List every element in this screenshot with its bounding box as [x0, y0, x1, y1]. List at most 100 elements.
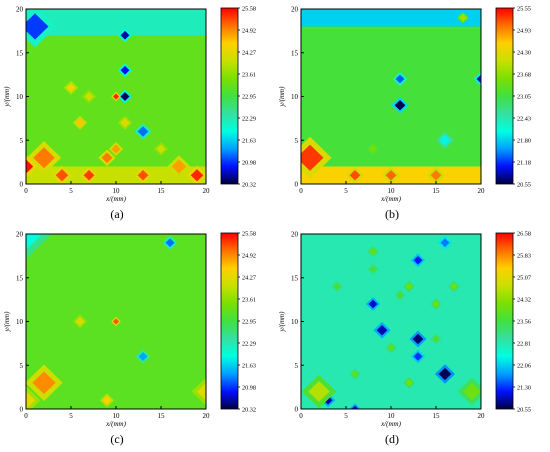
- heatmap-spot: [432, 335, 440, 343]
- colorbar-tick-label: 21.63: [242, 362, 256, 369]
- x-tick-label: 20: [478, 412, 486, 420]
- colorbar-tick-label: 25.58: [242, 230, 256, 237]
- heatmap-spot: [120, 30, 130, 40]
- colorbar-tick-label: 25.07: [517, 274, 531, 281]
- colorbar-tick-label: 25.83: [517, 252, 531, 259]
- x-tick-label: 15: [158, 187, 166, 195]
- colorbar-tick-label: 24.27: [242, 274, 256, 281]
- panel-label: (b): [385, 207, 399, 221]
- colorbar-tick-label: 22.06: [517, 362, 531, 369]
- x-tick-label: 20: [203, 187, 211, 195]
- heatmap-spot: [111, 144, 121, 154]
- colorbar: [495, 232, 514, 410]
- heatmap-spot: [75, 118, 85, 128]
- y-tick-label: 10: [291, 93, 299, 101]
- colorbar-tick-label: 22.43: [517, 115, 531, 122]
- x-tick-label: 20: [203, 412, 211, 420]
- colorbar-tick-label: 24.93: [517, 27, 531, 34]
- heatmap-field: [26, 234, 206, 409]
- heatmap-spot: [55, 169, 69, 182]
- heatmap-spot: [333, 283, 341, 290]
- colorbar-tick-label: 20.32: [242, 181, 256, 188]
- heatmap-spot: [369, 248, 377, 255]
- y-tick-label: 5: [295, 362, 299, 370]
- heatmap-spot: [113, 93, 119, 100]
- heatmap-band: [301, 9, 481, 27]
- colorbar-tick-label: 25.58: [242, 5, 256, 12]
- y-axis-label: y/(mm): [3, 311, 11, 332]
- y-tick-label: 20: [16, 6, 24, 14]
- heatmap-spot: [450, 283, 458, 290]
- x-tick-label: 10: [113, 412, 121, 420]
- x-tick-label: 10: [388, 187, 396, 195]
- heatmap-spot: [137, 170, 149, 181]
- heatmap-field: [26, 9, 206, 184]
- heatmap-spot: [156, 144, 166, 154]
- colorbar-tick-label: 22.81: [517, 340, 531, 347]
- heatmap-spot: [26, 13, 49, 40]
- heatmap-spot: [102, 395, 112, 405]
- colorbar-tick-label: 23.68: [517, 71, 531, 78]
- colorbar-tick-label: 21.30: [517, 384, 531, 391]
- colorbar-tick-label: 20.55: [517, 181, 531, 188]
- heatmap-field: [301, 9, 481, 184]
- heatmap-spot: [476, 74, 481, 84]
- heatmap-spot: [33, 147, 55, 169]
- heatmap-spot: [368, 299, 378, 309]
- heatmap-background: [301, 9, 481, 184]
- colorbar-tick-label: 22.95: [242, 93, 256, 100]
- heatmap-spot: [171, 159, 187, 174]
- chart-panel-1: 0 5 10 15 20 0 5 10 15 20 x/(mm) y/(mm) (a) 25.58 24.9…: [3, 5, 256, 221]
- colorbar-tick-label: 24.27: [242, 49, 256, 56]
- colorbar-tick-label: 24.30: [517, 49, 531, 56]
- heatmap-spot: [413, 255, 423, 265]
- heatmap-spot: [26, 391, 35, 409]
- heatmap-spot: [405, 379, 413, 387]
- y-tick-label: 0: [20, 406, 24, 414]
- x-tick-label: 5: [344, 187, 348, 195]
- x-tick-label: 5: [69, 412, 73, 420]
- panel-label: (d): [385, 432, 399, 446]
- chart-panel-3: 0 5 10 15 20 0 5 10 15 20 x/(mm) y/(mm) (c) 25.58 24.9…: [3, 230, 256, 446]
- heatmap-spot: [120, 65, 130, 75]
- heatmap-spot: [197, 382, 206, 401]
- y-tick-label: 0: [295, 181, 299, 189]
- colorbar-tick-label: 20.98: [242, 384, 256, 391]
- heatmap-spot: [301, 144, 324, 171]
- heatmap-spot: [396, 291, 404, 299]
- x-axis-label: x/(mm): [105, 195, 126, 203]
- panel-label: (c): [110, 432, 123, 446]
- heatmap-spot: [369, 145, 377, 153]
- heatmap-spot: [120, 92, 130, 101]
- colorbar-tick-label: 21.63: [242, 137, 256, 144]
- colorbar-tick-label: 26.58: [517, 230, 531, 237]
- y-tick-label: 20: [291, 6, 299, 14]
- y-axis-label: y/(mm): [278, 86, 286, 107]
- x-tick-label: 0: [24, 412, 28, 420]
- colorbar-tick-label: 23.61: [242, 71, 256, 78]
- heatmap-spot: [138, 352, 148, 361]
- heatmap-spot: [66, 83, 76, 93]
- colorbar-tick-label: 23.05: [517, 93, 531, 100]
- y-tick-label: 20: [16, 231, 24, 239]
- heatmap-spot: [405, 283, 413, 290]
- heatmap-spot: [165, 238, 175, 248]
- heatmap-spot: [26, 159, 34, 174]
- colorbar-tick-label: 21.18: [517, 159, 531, 166]
- y-tick-label: 15: [291, 274, 299, 282]
- x-axis-label: x/(mm): [380, 195, 401, 203]
- y-axis-label: y/(mm): [3, 86, 11, 107]
- heatmap-spot: [459, 14, 467, 22]
- y-tick-label: 10: [291, 318, 299, 326]
- x-tick-label: 10: [388, 412, 396, 420]
- x-axis-label: x/(mm): [380, 420, 401, 428]
- x-tick-label: 20: [478, 187, 486, 195]
- y-tick-label: 5: [20, 137, 24, 145]
- colorbar-tick-label: 20.98: [242, 159, 256, 166]
- heatmap-spot: [432, 300, 440, 308]
- x-axis-label: x/(mm): [105, 420, 126, 428]
- colorbar-tick-label: 24.92: [242, 252, 256, 259]
- colorbar-tick-label: 20.55: [517, 406, 531, 413]
- colorbar-tick-label: 23.56: [517, 318, 531, 325]
